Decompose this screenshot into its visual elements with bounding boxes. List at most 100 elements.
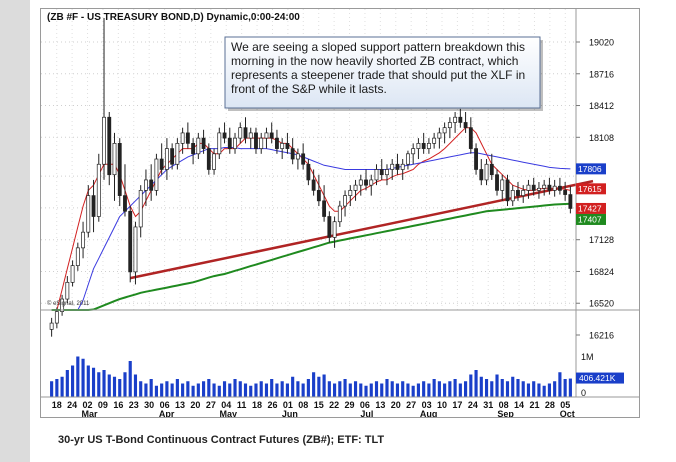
candle: [421, 132, 426, 154]
date-tick-label: 18: [252, 400, 262, 410]
price-tag-label: 17407: [578, 214, 602, 224]
volume-bar: [532, 381, 536, 397]
candle: [81, 221, 85, 259]
date-tick-label: 29: [345, 400, 355, 410]
volume-bar: [102, 370, 106, 397]
candle: [510, 185, 515, 207]
candle: [327, 211, 332, 243]
candle: [159, 143, 164, 175]
volume-bar: [86, 365, 90, 397]
volume-bar: [563, 379, 567, 397]
price-tick-label: 18412: [589, 101, 614, 111]
price-tag-box: [576, 183, 606, 195]
volume-bar: [233, 379, 237, 397]
date-tick-label: 10: [437, 400, 447, 410]
date-tick-label: 11: [237, 400, 247, 410]
candle-body: [180, 132, 185, 144]
candle-body: [337, 205, 342, 223]
candle: [128, 206, 133, 283]
candle: [206, 143, 211, 175]
candle-body: [411, 148, 416, 155]
candle: [86, 185, 91, 238]
candle: [185, 122, 190, 149]
candle: [495, 169, 499, 196]
date-tick-label: 06: [360, 400, 370, 410]
date-tick-label: 20: [391, 400, 401, 410]
price-tag: 17615: [576, 183, 606, 195]
volume-bar: [490, 381, 494, 397]
candle-body: [495, 174, 499, 191]
candle: [201, 129, 206, 154]
price-tag: 17427: [576, 202, 606, 214]
volume-bar: [312, 372, 316, 397]
candle: [285, 132, 290, 154]
volume-bar: [181, 383, 185, 397]
candle-body: [149, 179, 154, 191]
candle: [248, 127, 253, 149]
volume-bar: [401, 381, 405, 397]
volume-bar: [385, 379, 389, 397]
left-margin-strip: [0, 0, 30, 462]
candle: [390, 159, 395, 180]
volume-bar: [175, 379, 179, 397]
candle-body: [311, 179, 316, 191]
candle-body: [285, 143, 290, 149]
candle-body: [217, 132, 222, 155]
candle-body: [489, 163, 494, 176]
volume-bar: [374, 381, 379, 397]
candle: [563, 182, 568, 201]
candle-body: [542, 184, 547, 189]
candle: [154, 153, 159, 196]
month-label: Jul: [360, 409, 373, 417]
volume-bar: [280, 381, 284, 397]
volume-bar: [542, 385, 546, 397]
volume-bar: [139, 381, 143, 397]
chart-title: (ZB #F - US TREASURY BOND,D) Dynamic,0:0…: [47, 12, 300, 23]
candle: [322, 185, 327, 222]
volume-bar: [55, 379, 59, 397]
candle: [426, 138, 431, 154]
candle: [337, 200, 342, 227]
candle: [557, 177, 562, 195]
volume-bar: [275, 383, 279, 397]
volume-bar: [406, 383, 410, 397]
candle-body: [264, 132, 269, 139]
volume-bar: [212, 383, 216, 397]
support-trendline: [129, 179, 594, 280]
volume-bar: [317, 376, 321, 397]
candle: [479, 159, 484, 186]
candle: [531, 177, 536, 196]
volume-bar: [71, 365, 75, 397]
candle-body: [458, 116, 463, 123]
candle-body: [269, 132, 274, 139]
candle-body: [117, 143, 122, 196]
volume-tag-label: 406.421K: [579, 373, 616, 383]
candle-body: [170, 148, 175, 165]
price-tick-label: 16824: [589, 267, 614, 277]
candle: [264, 127, 269, 149]
date-tick-label: 04: [221, 400, 231, 410]
candle-body: [164, 148, 169, 170]
candle: [254, 127, 258, 154]
chart-frame: 16216 16520 16824 17128 18108 18412 18716 19020…: [40, 8, 640, 418]
volume-bar: [285, 383, 289, 397]
candle: [432, 132, 437, 149]
candle: [133, 221, 138, 285]
price-tick-label: 17128: [589, 235, 614, 245]
candle: [96, 153, 101, 222]
candle-body: [243, 127, 248, 139]
price-tick-label: 16520: [589, 299, 614, 309]
candle: [516, 182, 520, 201]
candle-body: [505, 179, 510, 202]
candle: [489, 153, 494, 180]
candle: [369, 174, 374, 196]
volume-bar: [291, 376, 295, 397]
candle: [374, 164, 379, 186]
candle-body: [369, 179, 374, 186]
date-tick-label: 05: [560, 400, 570, 410]
candle: [75, 242, 80, 271]
candle: [196, 132, 201, 160]
candle-body: [107, 116, 112, 176]
volume-bar: [553, 381, 557, 397]
candle-body: [280, 143, 285, 149]
